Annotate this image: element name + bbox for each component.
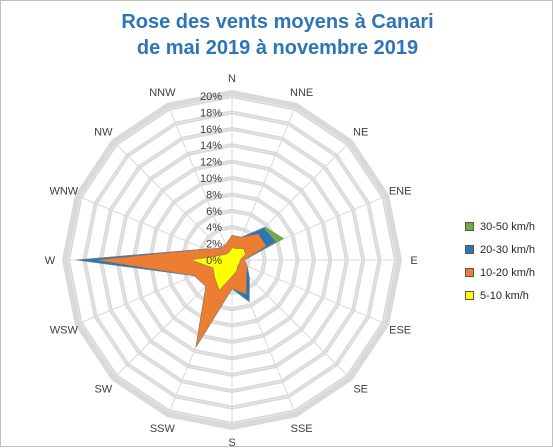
radial-tick-label: 14% xyxy=(200,140,222,152)
radial-tick-label: 0% xyxy=(206,255,222,267)
legend-label: 5-10 km/h xyxy=(480,289,529,302)
chart-title: Rose des vents moyens à Canari de mai 20… xyxy=(1,9,553,61)
radial-tick-label: 18% xyxy=(200,107,222,119)
grid-spoke xyxy=(111,139,233,261)
direction-label: SE xyxy=(353,384,368,396)
radial-tick-label: 4% xyxy=(206,222,222,234)
radial-tick-label: 12% xyxy=(200,157,222,169)
legend-item: 5-10 km/h xyxy=(465,284,535,307)
radial-tick-label: 16% xyxy=(200,124,222,136)
direction-label: ESE xyxy=(389,325,411,337)
radial-tick-label: 20% xyxy=(200,91,222,103)
legend-item: 10-20 km/h xyxy=(465,261,535,284)
direction-label: W xyxy=(45,255,56,267)
direction-label: S xyxy=(228,437,235,448)
direction-label: SW xyxy=(94,384,112,396)
direction-label: NNW xyxy=(149,87,176,99)
legend-item: 20-30 km/h xyxy=(465,238,535,261)
direction-label: NNE xyxy=(290,87,313,99)
direction-label: ENE xyxy=(389,185,412,197)
grid-spoke xyxy=(166,102,233,261)
legend-swatch xyxy=(465,245,474,254)
legend-label: 20-30 km/h xyxy=(480,243,536,256)
grid-spoke xyxy=(231,259,390,326)
radial-tick-label: 6% xyxy=(206,206,222,218)
direction-label: SSW xyxy=(150,423,176,435)
legend-label: 10-20 km/h xyxy=(480,266,536,279)
chart-title-line-1: Rose des vents moyens à Canari xyxy=(121,11,434,33)
chart-title-line-2: de mai 2019 à novembre 2019 xyxy=(136,37,419,59)
radial-tick-label: 10% xyxy=(200,173,222,185)
direction-label: N xyxy=(228,73,236,85)
legend-item: 30-50 km/h xyxy=(465,215,535,238)
legend-swatch xyxy=(465,222,474,231)
chart-legend: 30-50 km/h 20-30 km/h 10-20 km/h 5-10 km/h xyxy=(465,215,535,307)
direction-label: WNW xyxy=(49,185,78,197)
grid-spoke xyxy=(231,102,298,261)
direction-label: WSW xyxy=(50,325,79,337)
series-area xyxy=(190,247,246,291)
direction-label: E xyxy=(410,255,417,267)
legend-swatch xyxy=(465,291,474,300)
direction-label: NE xyxy=(353,126,368,138)
legend-label: 30-50 km/h xyxy=(480,220,536,233)
direction-label: NW xyxy=(94,126,113,138)
grid-spoke xyxy=(231,259,353,381)
radial-tick-label: 2% xyxy=(206,239,222,251)
legend-swatch xyxy=(465,268,474,277)
direction-label: SSE xyxy=(291,423,313,435)
radial-tick-label: 8% xyxy=(206,189,222,201)
